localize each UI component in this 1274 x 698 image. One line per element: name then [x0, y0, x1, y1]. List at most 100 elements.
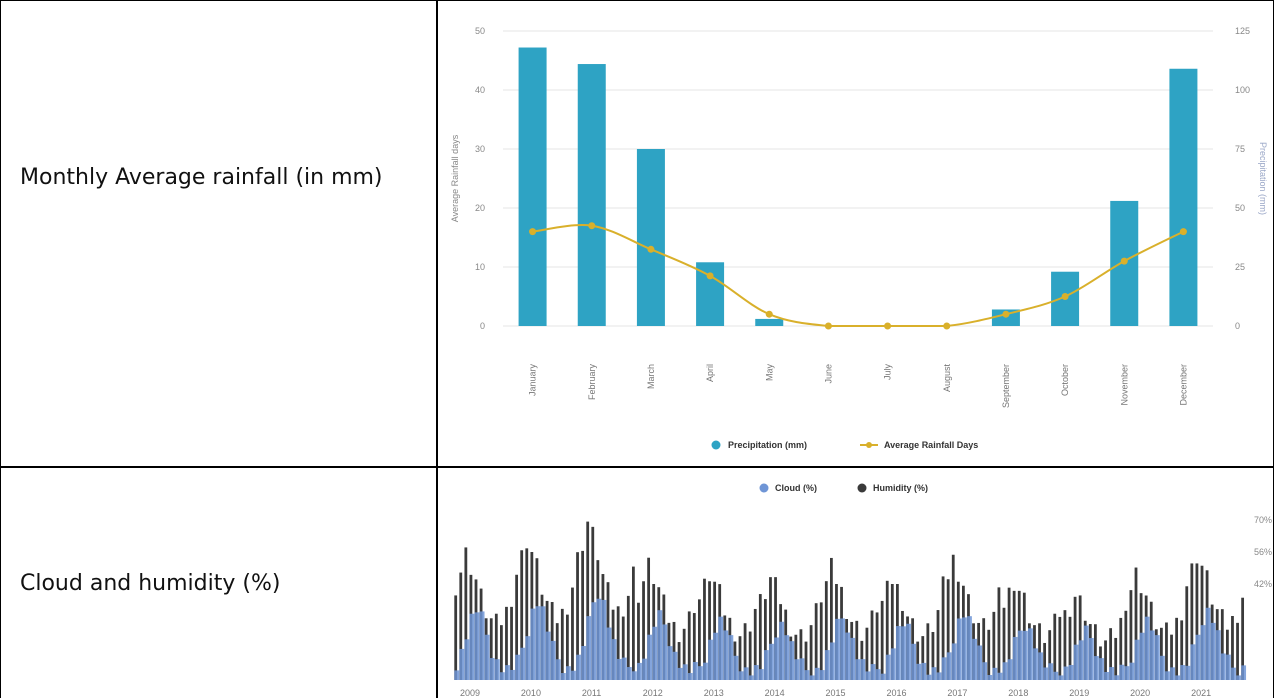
humidity-bar	[1220, 609, 1224, 680]
humidity-bar	[586, 521, 590, 680]
cloud-bar	[1022, 630, 1028, 680]
cloud-bar	[591, 602, 597, 680]
cloud-bar	[576, 654, 581, 680]
cloud-bar	[860, 659, 866, 680]
humidity-bar	[769, 577, 772, 680]
cloud-bar	[545, 631, 551, 680]
cloud-bar	[1093, 656, 1099, 680]
rainfall-days-point	[647, 245, 655, 253]
rainfall-chart: 0 10 20 30 40 50 0 25 50 75 100 125 Average Rainfall…	[450, 26, 1268, 450]
cloud-bar	[845, 632, 851, 680]
cloud-bar	[1124, 666, 1130, 680]
cloud-bar	[956, 618, 962, 680]
humidity-bar	[1068, 616, 1072, 680]
cloud-bar	[1185, 665, 1191, 680]
cloud-bar	[672, 651, 678, 680]
cloud-bar	[1190, 644, 1196, 680]
cloud-bar	[535, 606, 541, 680]
humidity-bar	[1175, 617, 1179, 680]
humidity-bar	[885, 580, 889, 680]
humidity-bar	[1002, 607, 1006, 680]
rainfall-days-point	[588, 222, 596, 230]
humidity-bar	[637, 602, 640, 680]
cloud-bar	[616, 658, 622, 680]
cloud-bar	[718, 616, 724, 680]
humidity-bar	[520, 550, 524, 680]
humidity-bar	[1058, 616, 1062, 680]
humidity-bar	[1231, 616, 1234, 680]
humidity-bar	[1134, 567, 1138, 680]
cloud-bar	[1063, 666, 1069, 680]
cloud-bar	[515, 654, 521, 680]
cloud-bar	[494, 659, 500, 680]
cloud-bar	[723, 630, 729, 680]
cloud-bar	[987, 675, 993, 680]
cloud-bar	[571, 670, 576, 680]
humidity-bar	[464, 547, 468, 680]
humidity-bar	[753, 608, 757, 680]
x-tick-label: December	[1178, 364, 1188, 406]
humidity-bar	[1093, 624, 1097, 680]
humidity-bar	[672, 621, 676, 680]
legend-humidity-label: Humidity (%)	[873, 483, 928, 493]
legend-precipitation-marker	[711, 440, 721, 450]
cloud-bar	[525, 636, 531, 680]
humidity-bar	[916, 641, 920, 680]
cloud-bar	[921, 662, 927, 680]
cloud-bar	[1048, 663, 1054, 680]
humidity-bar	[621, 616, 625, 680]
humidity-bar	[1180, 620, 1184, 680]
humidity-bar	[560, 608, 564, 680]
cloud-bar	[692, 662, 698, 680]
cloud-bar	[748, 675, 754, 680]
x-tick-label: 2011	[582, 688, 601, 698]
cloud-bar	[819, 670, 825, 680]
humidity-bar	[809, 625, 813, 680]
humidity-bar	[875, 612, 879, 680]
humidity-bar	[982, 618, 986, 680]
humidity-bar	[1012, 590, 1016, 680]
cloud-bar	[753, 665, 759, 680]
humidity-bar	[997, 587, 1001, 680]
x-tick-label: March	[646, 364, 656, 389]
humidity-bar	[819, 602, 823, 680]
cloud-bar	[1109, 667, 1115, 680]
cloud-bar	[1220, 653, 1226, 680]
cloud-bar	[977, 645, 983, 680]
humidity-bar	[880, 600, 884, 680]
x-tick-label: January	[528, 364, 538, 397]
x-tick-label: July	[883, 364, 893, 381]
right-tick-label: 125	[1235, 26, 1250, 36]
cloud-bar	[631, 671, 637, 680]
humidity-bar	[631, 566, 635, 680]
humidity-bar	[647, 557, 651, 680]
cloud-bar	[1012, 636, 1018, 680]
x-tick-label: 2021	[1191, 688, 1211, 698]
right-tick-label: 75	[1235, 144, 1245, 154]
cloud-bar	[1104, 671, 1109, 680]
cloud-bar	[850, 637, 856, 680]
cloud-bar	[565, 666, 571, 680]
cloud-bar	[789, 641, 795, 680]
humidity-bar	[1114, 637, 1118, 680]
rainfall-days-point	[824, 322, 832, 330]
cloud-bar	[1129, 662, 1135, 680]
humidity-bar	[1038, 623, 1041, 680]
right-tick-label: 0	[1235, 321, 1240, 331]
cloud-bar	[728, 635, 734, 680]
cloud-bar	[642, 658, 647, 680]
cloud-bar	[581, 645, 587, 680]
humidity-bar	[692, 613, 696, 680]
humidity-bar	[824, 581, 828, 680]
cloud-bar	[1058, 675, 1064, 680]
humidity-bar	[941, 576, 945, 680]
cloud-bar	[662, 624, 668, 680]
humidity-bar	[494, 613, 498, 680]
humidity-bar	[1063, 610, 1067, 680]
legend-rainfall-days-label: Average Rainfall Days	[884, 440, 978, 450]
x-tick-label: 2016	[886, 688, 906, 698]
cloud-bar	[870, 664, 876, 680]
cloud-bar	[774, 637, 779, 680]
cloud-bar	[809, 675, 815, 680]
right-tick-label: 50	[1235, 203, 1245, 213]
